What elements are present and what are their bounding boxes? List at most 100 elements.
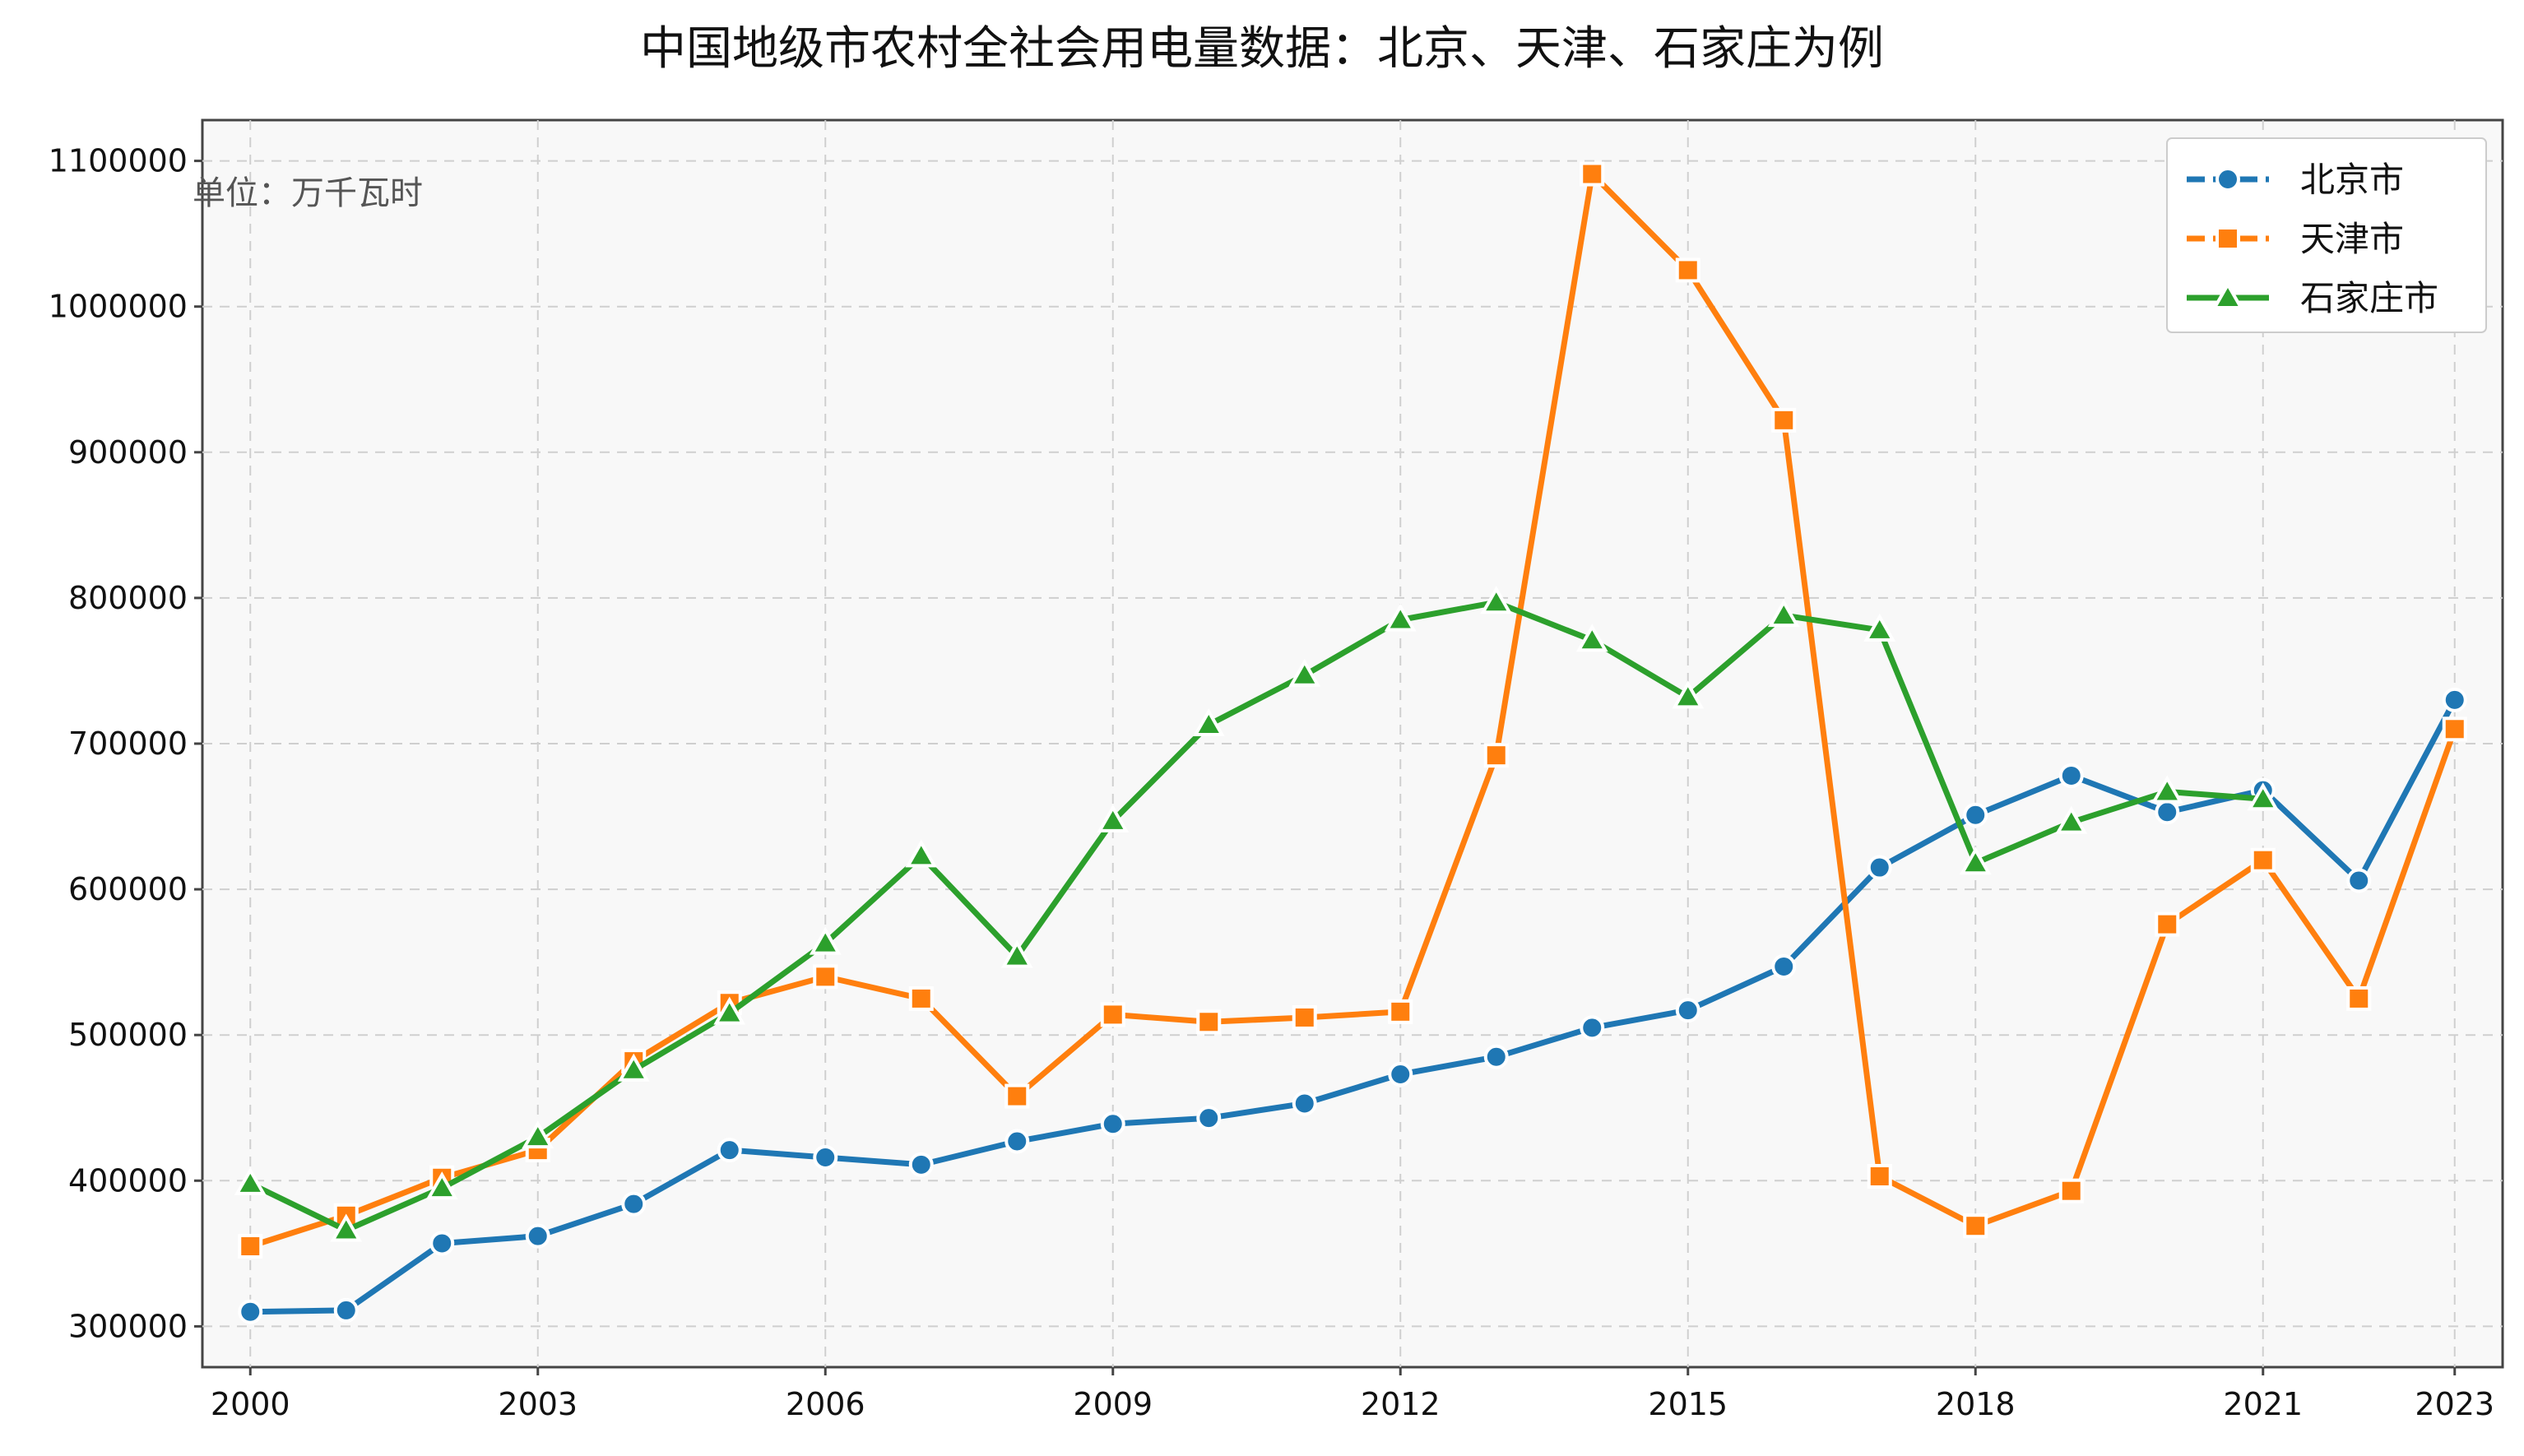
y-tick-label: 500000 <box>68 1017 188 1053</box>
series-3 <box>234 586 2280 1242</box>
data-point <box>1292 1091 1317 1116</box>
legend-box <box>2166 137 2487 333</box>
data-point <box>1867 1163 1892 1189</box>
data-point <box>1192 707 1225 736</box>
data-point <box>1288 658 1321 687</box>
data-point <box>908 985 934 1011</box>
x-tick-label: 2009 <box>1073 1386 1153 1422</box>
series-2 <box>238 161 2467 1259</box>
data-point <box>1004 1083 1030 1109</box>
data-point <box>1000 939 1033 968</box>
y-tick-label: 900000 <box>68 434 188 471</box>
data-point <box>2058 763 2084 788</box>
data-point <box>1675 998 1700 1023</box>
y-tick-label: 800000 <box>68 580 188 616</box>
data-point <box>333 1297 359 1323</box>
data-point <box>2346 868 2372 893</box>
data-point <box>1480 586 1513 614</box>
x-tick-label: 2023 <box>2415 1386 2494 1422</box>
data-point <box>234 1166 267 1195</box>
data-point <box>1580 161 1605 187</box>
data-point <box>522 1120 554 1149</box>
data-point <box>1767 599 1800 628</box>
data-point <box>1672 680 1705 709</box>
legend-marker <box>2215 226 2240 251</box>
data-point <box>1575 624 1608 652</box>
data-point <box>1196 1009 1222 1035</box>
unit-label: 单位：万千瓦时 <box>193 174 423 212</box>
y-tick-label: 1100000 <box>49 143 188 179</box>
data-point <box>2155 911 2180 937</box>
data-point <box>2058 1178 2084 1203</box>
axes: 300000 400000 500000 600000 700000 800000 9000… <box>49 143 2494 1422</box>
data-point <box>1863 613 1896 642</box>
x-tick-label: 2006 <box>786 1386 865 1422</box>
data-point <box>1384 603 1417 632</box>
legend-entry: 北京市 <box>2187 160 2404 200</box>
x-tick-label: 2018 <box>1936 1386 2016 1422</box>
data-point <box>2247 782 2280 811</box>
data-point <box>525 1223 550 1249</box>
y-tick-label: 400000 <box>68 1162 188 1199</box>
data-point <box>1100 1002 1125 1027</box>
data-point <box>1388 999 1413 1024</box>
x-tick-label: 2000 <box>211 1386 290 1422</box>
legend-label: 天津市 <box>2300 219 2404 259</box>
data-point <box>1196 1106 1222 1131</box>
chart-title: 中国地级市农村全社会用电量数据：北京、天津、石家庄为例 <box>640 22 1884 76</box>
data-point <box>1483 1044 1509 1069</box>
x-tick-label: 2021 <box>2223 1386 2303 1422</box>
data-point <box>905 839 938 868</box>
data-point <box>717 1138 742 1163</box>
data-point <box>1004 1129 1030 1154</box>
series-line <box>247 599 2266 1233</box>
data-point <box>809 926 842 955</box>
legend-entry: 石家庄市 <box>2187 278 2438 318</box>
data-point <box>1963 802 1988 828</box>
data-point <box>713 996 746 1025</box>
data-point <box>621 1191 647 1217</box>
data-point <box>1959 846 1992 875</box>
data-point <box>1292 1004 1317 1030</box>
series-layer <box>234 161 2467 1324</box>
y-tick-label: 1000000 <box>49 289 188 325</box>
y-tick-label: 300000 <box>68 1308 188 1344</box>
data-point <box>2346 985 2372 1011</box>
data-point <box>1100 1111 1125 1137</box>
x-tick-label: 2012 <box>1361 1386 1441 1422</box>
series-line <box>247 171 2458 1250</box>
data-point <box>813 1144 838 1170</box>
data-point <box>2250 847 2276 873</box>
y-tick-label: 600000 <box>68 871 188 907</box>
data-point <box>813 964 838 990</box>
data-point <box>238 1234 263 1259</box>
data-point <box>2442 716 2467 742</box>
data-point <box>1675 257 1700 283</box>
data-point <box>1097 804 1130 832</box>
series-1 <box>238 687 2467 1324</box>
data-point <box>1867 855 1892 880</box>
data-point <box>238 1299 263 1324</box>
legend-entry: 天津市 <box>2187 219 2404 259</box>
data-point <box>617 1053 650 1082</box>
data-point <box>1771 407 1797 433</box>
data-point <box>2442 687 2467 712</box>
x-tick-label: 2003 <box>498 1386 578 1422</box>
legend-marker <box>2215 167 2240 192</box>
data-point <box>1580 1015 1605 1041</box>
data-point <box>908 1152 934 1177</box>
x-tick-label: 2015 <box>1648 1386 1728 1422</box>
data-point <box>425 1171 458 1200</box>
data-point <box>2155 800 2180 825</box>
data-point <box>2151 775 2183 804</box>
data-point <box>2055 805 2088 834</box>
legend-label: 石家庄市 <box>2300 278 2438 318</box>
legend-marker <box>2211 281 2244 309</box>
data-point <box>1771 953 1797 979</box>
data-point <box>1388 1062 1413 1087</box>
data-point <box>1963 1213 1988 1239</box>
